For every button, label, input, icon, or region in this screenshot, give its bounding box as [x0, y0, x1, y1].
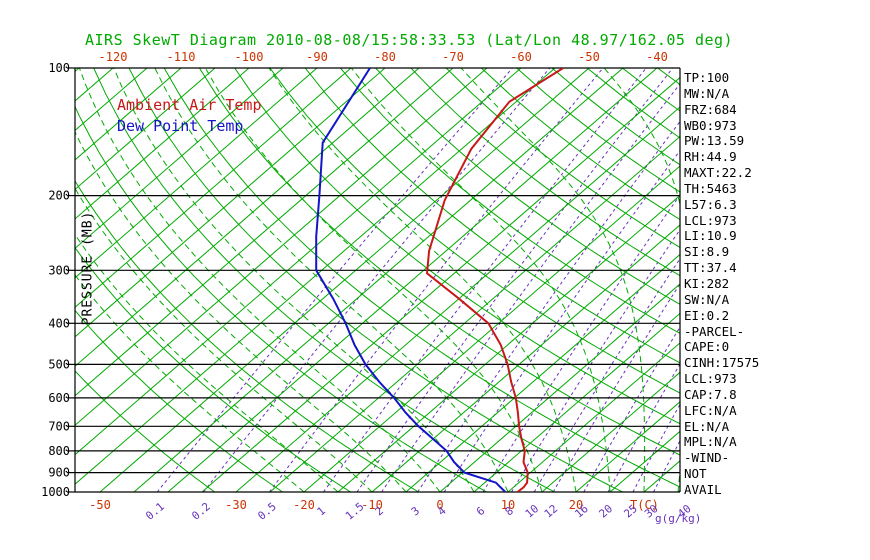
mixing-ratio-tick-label: 12: [542, 502, 561, 520]
stat-line: MW:N/A: [684, 85, 730, 101]
stat-line: RH:44.9: [684, 149, 737, 165]
stat-line: CAP:7.8: [684, 386, 737, 402]
temperature-curve: [425, 68, 564, 492]
bottom-temp-tick-label: 10: [501, 498, 515, 512]
stat-line: FRZ:684: [684, 101, 737, 117]
mixing-ratio-tick-label: 20: [597, 502, 616, 520]
isotherm-lines: [75, 68, 680, 492]
stats-panel: TP:100 MW:N/A FRZ:684 WB0:973 PW:13.59 RH:44.…: [684, 70, 759, 498]
pressure-tick-label: 900: [48, 466, 70, 480]
stat-line: PW:13.59: [684, 133, 745, 149]
legend-dew-point: Dew Point Temp: [117, 117, 244, 135]
stat-line: -PARCEL-: [684, 323, 745, 339]
pressure-tick-label: 400: [48, 316, 70, 330]
pressure-tick-label: 200: [48, 189, 70, 203]
stat-line: TT:37.4: [684, 260, 737, 276]
bottom-temp-tick-label: 0: [436, 498, 443, 512]
bottom-temp-tick-label: -20: [293, 498, 315, 512]
top-temp-tick-label: -70: [442, 50, 464, 64]
bottom-temp-tick-label: -10: [361, 498, 383, 512]
top-temp-tick-label: -50: [578, 50, 600, 64]
bottom-temp-tick-label: 20: [569, 498, 583, 512]
mixing-ratio-tick-label: 0.2: [189, 500, 213, 523]
pressure-tick-label: 500: [48, 357, 70, 371]
dry-adiabat-lines: [75, 68, 680, 492]
mixing-ratio-tick-label: 6: [474, 504, 487, 518]
pressure-tick-label: 600: [48, 391, 70, 405]
pressure-tick-label: 800: [48, 444, 70, 458]
bottom-temp-tick-label: -30: [225, 498, 247, 512]
stat-line: SW:N/A: [684, 291, 730, 307]
stat-line: EL:N/A: [684, 418, 730, 434]
top-temp-tick-label: -60: [510, 50, 532, 64]
stat-line: LI:10.9: [684, 228, 737, 244]
stat-line: LCL:973: [684, 371, 737, 387]
stat-line: CINH:17575: [684, 355, 760, 371]
stat-line: TH:5463: [684, 180, 737, 196]
dewpoint-curve: [315, 68, 507, 492]
mixing-ratio-tick-label: 2: [373, 504, 386, 518]
stat-line: LCL:973: [684, 212, 737, 228]
stat-line: AVAIL: [684, 481, 722, 497]
stat-line: L57:6.3: [684, 196, 737, 212]
stat-line: EI:0.2: [684, 307, 730, 323]
stat-line: KI:282: [684, 275, 730, 291]
legend-air-temp: Ambient Air Temp: [117, 96, 262, 114]
mixing-ratio-tick-label: 0.1: [143, 500, 167, 523]
pressure-grid-lines: [67, 67, 681, 493]
mixing-ratio-tick-label: 0.5: [255, 500, 279, 523]
chart-title: AIRS SkewT Diagram 2010-08-08/15:58:33.5…: [85, 31, 734, 49]
stat-line: MAXT:22.2: [684, 165, 752, 181]
mixing-ratio-tick-label: 1: [315, 504, 328, 518]
pressure-axis-label: PRESSURE (MB): [80, 210, 96, 326]
bottom-temp-tick-label: -50: [89, 498, 111, 512]
stat-line: WB0:973: [684, 117, 737, 133]
stat-line: NOT: [684, 466, 707, 482]
top-temp-tick-label: -120: [99, 50, 128, 64]
stat-line: TP:100: [684, 70, 730, 85]
pressure-tick-label: 1000: [41, 485, 70, 499]
top-temp-tick-label: -100: [235, 50, 264, 64]
mixing-ratio-tick-label: 10: [523, 502, 542, 520]
temp-unit-label: T(C): [630, 498, 659, 512]
stat-line: SI:8.9: [684, 244, 730, 260]
mixing-unit-label: g(g/kg): [655, 512, 701, 525]
stat-line: CAPE:0: [684, 339, 730, 355]
pressure-tick-label: 100: [48, 61, 70, 75]
top-temp-tick-label: -110: [167, 50, 196, 64]
top-temp-tick-label: -80: [374, 50, 396, 64]
top-temp-tick-label: -40: [646, 50, 668, 64]
skewt-background: [75, 68, 680, 492]
pressure-tick-label: 300: [48, 263, 70, 277]
pressure-tick-label: 700: [48, 419, 70, 433]
stat-line: MPL:N/A: [684, 434, 737, 450]
stat-line: LFC:N/A: [684, 402, 737, 418]
mixing-ratio-tick-label: 3: [409, 504, 422, 518]
stat-line: -WIND-: [684, 450, 730, 466]
top-temp-tick-label: -90: [306, 50, 328, 64]
